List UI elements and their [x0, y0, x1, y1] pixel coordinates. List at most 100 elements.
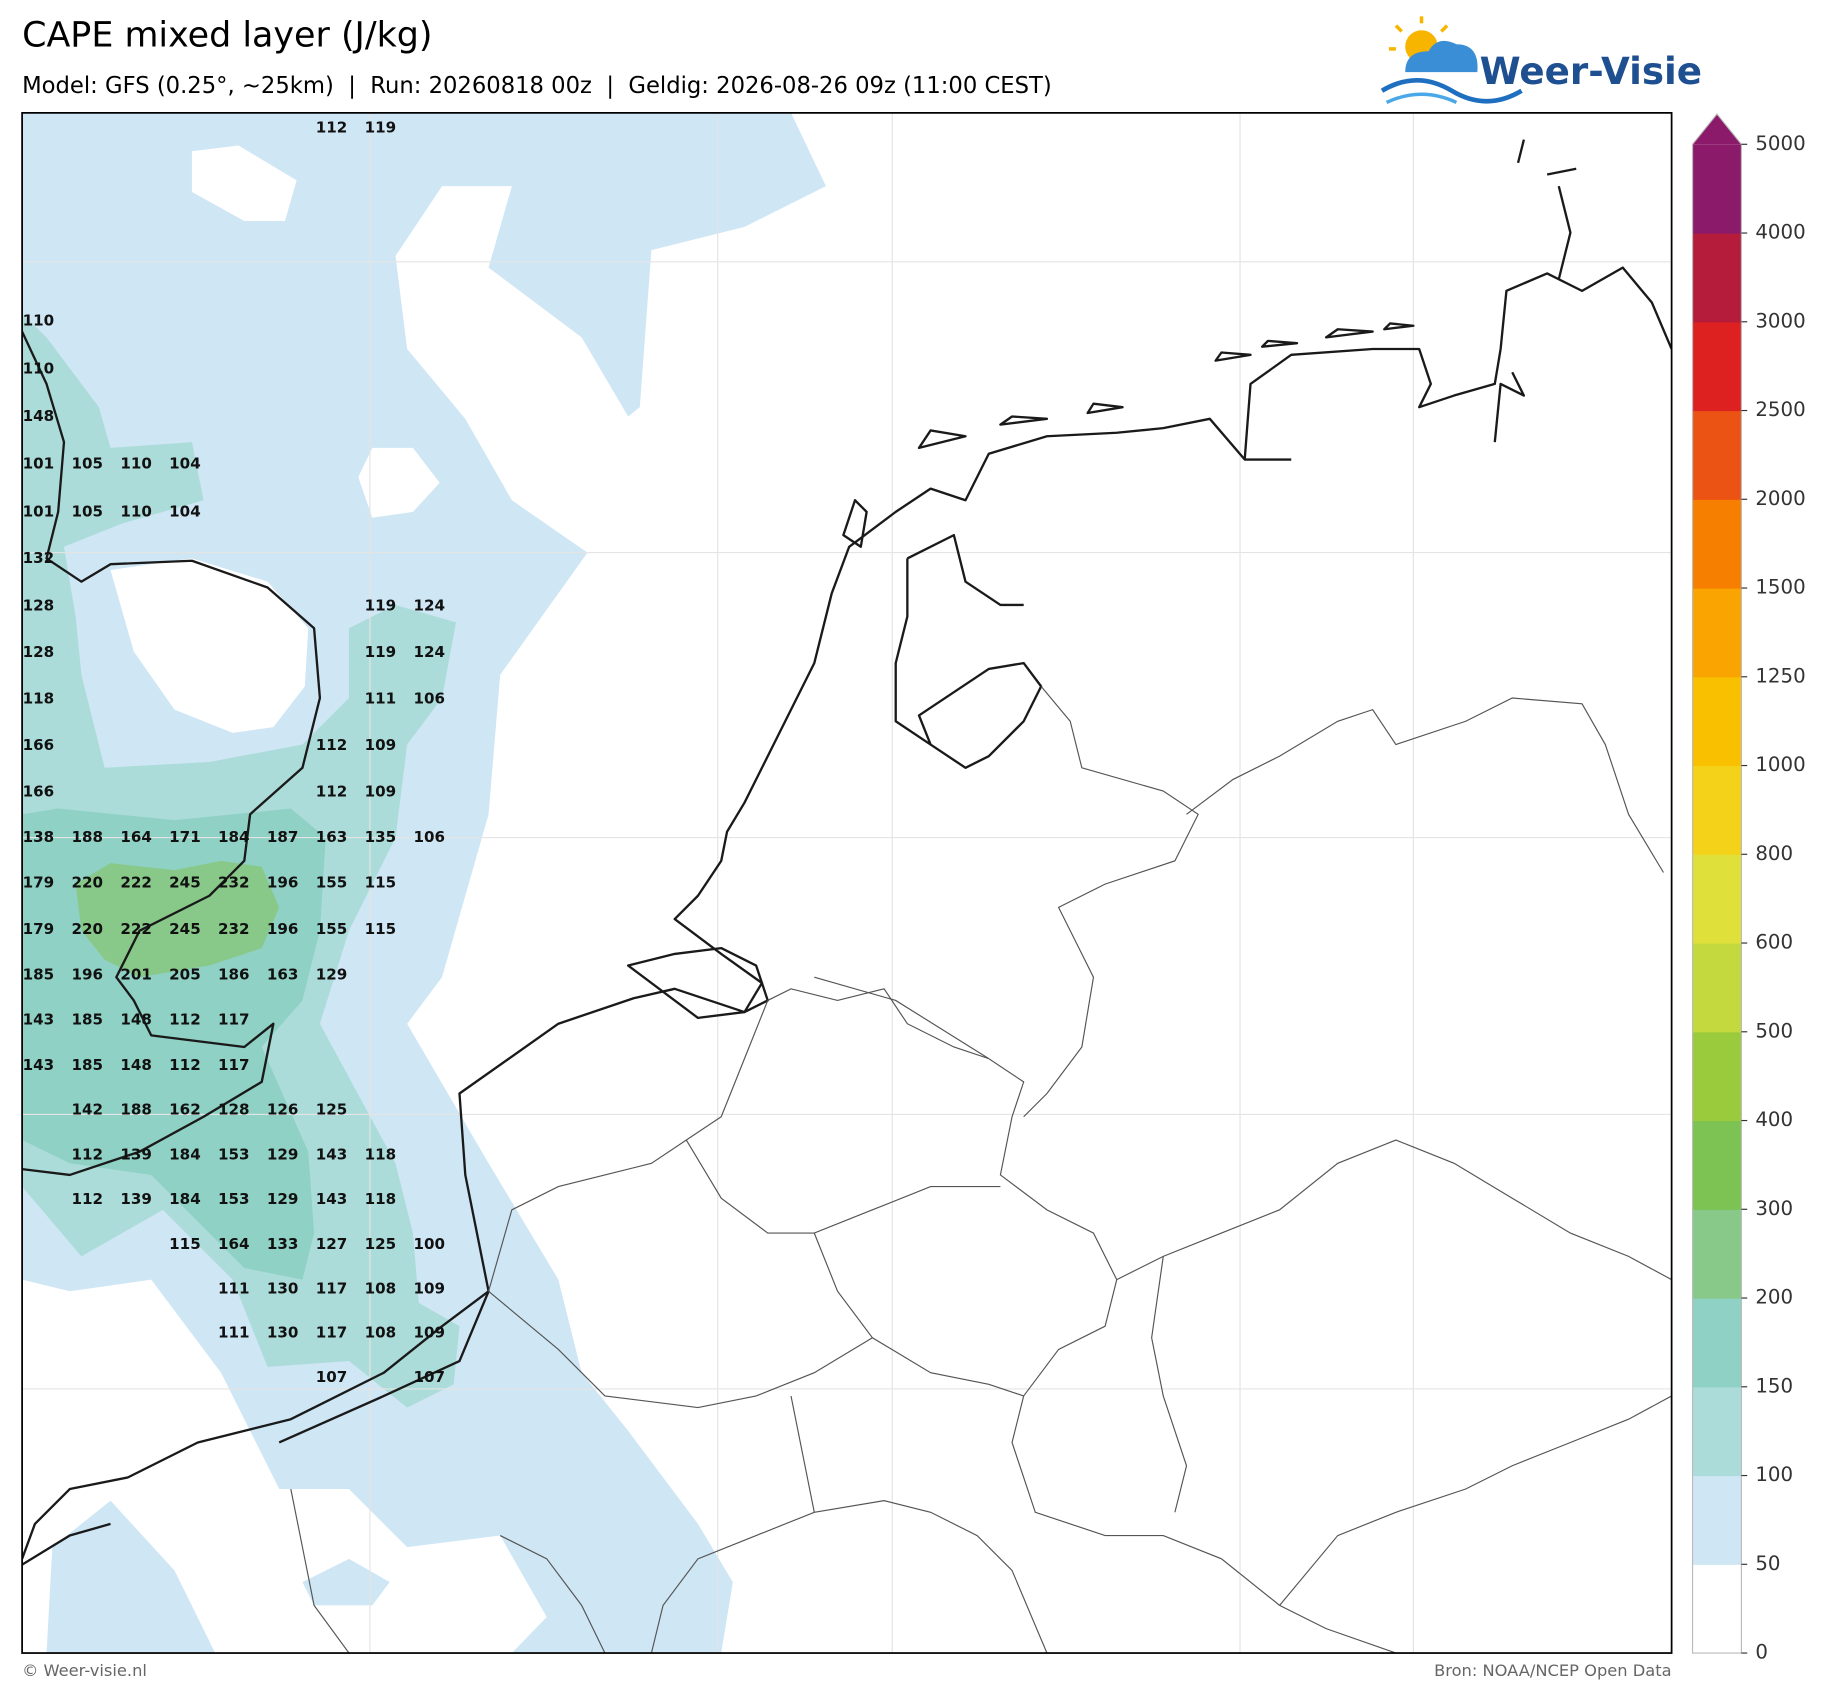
colorbar-tick-label: 1000	[1755, 753, 1805, 776]
value-label: 184	[169, 1190, 201, 1208]
value-label: 118	[365, 1190, 397, 1208]
value-label: 205	[169, 965, 201, 983]
value-label: 108	[365, 1279, 397, 1297]
value-label: 109	[365, 736, 397, 754]
value-label: 110	[23, 312, 55, 330]
value-label: 101	[23, 502, 55, 520]
value-label: 108	[365, 1324, 397, 1342]
value-label: 188	[71, 828, 103, 846]
value-label: 148	[23, 407, 55, 425]
value-label: 112	[71, 1190, 103, 1208]
colorbar-segment	[1692, 1031, 1742, 1122]
value-label: 128	[218, 1100, 250, 1118]
colorbar-tick-label: 3000	[1755, 309, 1805, 332]
value-label: 196	[71, 965, 103, 983]
value-label: 155	[316, 873, 348, 891]
value-label: 129	[267, 1146, 299, 1164]
value-label: 109	[413, 1279, 445, 1297]
map-frame	[21, 112, 1673, 1654]
value-label: 107	[413, 1368, 445, 1386]
colorbar-outline	[1691, 113, 1742, 1654]
colorbar-segment	[1692, 765, 1742, 855]
value-label: 117	[218, 1056, 250, 1074]
colorbar-segment	[1692, 233, 1742, 323]
value-label: 110	[23, 359, 55, 377]
value-label: 184	[169, 1146, 201, 1164]
value-label: 124	[413, 643, 445, 661]
borders	[290, 685, 1672, 1654]
value-label: 115	[169, 1235, 201, 1253]
colorbar-tick-label: 0	[1755, 1641, 1768, 1664]
colorbar-tick-label: 200	[1755, 1286, 1793, 1309]
value-label: 220	[71, 920, 103, 938]
value-label: 104	[169, 455, 201, 473]
value-label: 112	[169, 1056, 201, 1074]
colorbar: 0 50 100 150 200 300 400 500 600 800 1000 1250 1500 2…	[1691, 113, 1806, 1664]
value-label: 143	[23, 1011, 55, 1029]
value-label: 106	[413, 690, 445, 708]
value-label: 179	[23, 873, 55, 891]
value-label: 143	[23, 1056, 55, 1074]
colorbar-segment	[1692, 1475, 1742, 1565]
value-label: 125	[316, 1100, 348, 1118]
value-label: 100	[413, 1235, 445, 1253]
colorbar-tick-label: 800	[1755, 842, 1793, 865]
colorbar-segment	[1692, 499, 1742, 589]
colorbar-tick-label: 400	[1755, 1108, 1793, 1131]
value-label: 129	[316, 965, 348, 983]
value-label: 112	[169, 1011, 201, 1029]
colorbar-segment	[1692, 410, 1742, 500]
value-label: 166	[23, 783, 55, 801]
value-label: 135	[365, 828, 397, 846]
value-label: 109	[413, 1324, 445, 1342]
value-label: 129	[267, 1190, 299, 1208]
value-label: 245	[169, 920, 201, 938]
value-label: 232	[218, 873, 250, 891]
value-label: 220	[71, 873, 103, 891]
value-label: 132	[23, 549, 55, 567]
value-label: 127	[316, 1235, 348, 1253]
value-label: 111	[218, 1279, 250, 1297]
colorbar-tick-label: 5000	[1755, 132, 1805, 155]
value-label: 104	[169, 502, 201, 520]
value-label: 112	[316, 783, 348, 801]
value-label: 130	[267, 1324, 299, 1342]
value-label: 139	[120, 1146, 152, 1164]
value-label: 126	[267, 1100, 299, 1118]
value-label: 115	[365, 920, 397, 938]
value-label: 112	[316, 119, 348, 137]
value-label: 117	[218, 1011, 250, 1029]
cape-50-100	[46, 1500, 390, 1654]
value-label: 163	[316, 828, 348, 846]
value-label: 155	[316, 920, 348, 938]
value-label: 222	[120, 920, 152, 938]
colorbar-segment	[1692, 943, 1742, 1033]
value-label: 184	[218, 828, 250, 846]
colorbar-tick-label: 2000	[1755, 487, 1805, 510]
value-label: 111	[365, 690, 397, 708]
value-label: 118	[365, 1146, 397, 1164]
value-label: 119	[365, 597, 397, 615]
value-label: 109	[365, 783, 397, 801]
value-label: 124	[413, 597, 445, 615]
value-label: 101	[23, 455, 55, 473]
value-label: 153	[218, 1146, 250, 1164]
source: Bron: NOAA/NCEP Open Data	[1434, 1661, 1672, 1680]
value-label: 112	[316, 736, 348, 754]
colorbar-tick-label: 1500	[1755, 576, 1805, 599]
colorbar-tick-label: 2500	[1755, 398, 1805, 421]
value-label: 105	[71, 502, 103, 520]
colorbar-tick-label: 150	[1755, 1374, 1793, 1397]
value-label: 110	[120, 502, 152, 520]
value-label: 201	[120, 965, 152, 983]
value-label: 119	[365, 643, 397, 661]
colorbar-tick-label: 50	[1755, 1552, 1780, 1575]
cape-200-300	[75, 860, 280, 978]
colorbar-segment	[1692, 854, 1742, 944]
value-label: 128	[23, 643, 55, 661]
value-label: 142	[71, 1100, 103, 1118]
value-label: 196	[267, 873, 299, 891]
value-label: 166	[23, 736, 55, 754]
colorbar-tick-label: 300	[1755, 1197, 1793, 1220]
